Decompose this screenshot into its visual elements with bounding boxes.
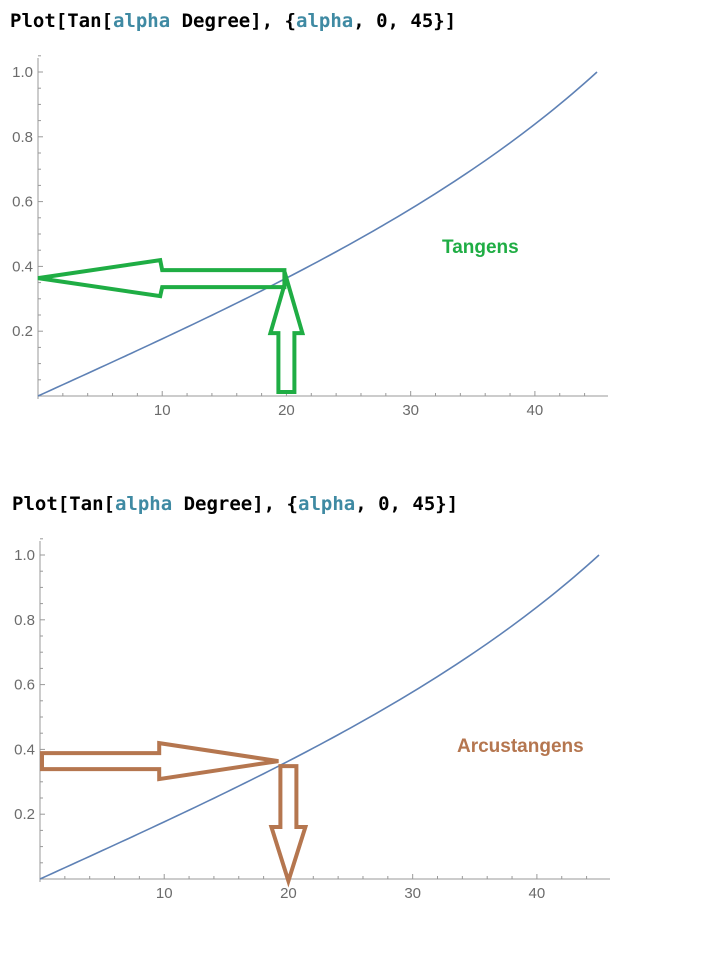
y-tick-label: 1.0 <box>14 547 35 564</box>
x-tick-label: 30 <box>402 402 419 419</box>
x-tick-label: 20 <box>280 885 297 902</box>
code-text: Plot[Tan[ <box>10 10 113 32</box>
series-line <box>37 71 598 397</box>
y-tick-label: 0.6 <box>14 677 35 694</box>
y-tick-label: 0.2 <box>12 323 33 340</box>
y-tick-label: 0.8 <box>14 612 35 629</box>
horizontal-arrow <box>37 257 287 299</box>
series-line <box>39 554 600 880</box>
x-tick-label: 10 <box>156 885 173 902</box>
x-tick-label: 10 <box>154 402 171 419</box>
x-tick-label: 20 <box>278 402 295 419</box>
annotation-label: Tangens <box>442 237 519 258</box>
vertical-arrow <box>267 270 306 394</box>
arcustangens-chart: 10 20 30 40 0.2 0.4 0.6 0.8 1.0 Arcustangens <box>14 538 610 902</box>
y-tick-label: 0.4 <box>14 741 35 758</box>
code-text: , 0, 45}] <box>355 493 459 515</box>
tangens-chart: 10 20 30 40 0.2 0.4 0.6 0.8 1.0 Tangens <box>12 55 608 419</box>
x-tick-label: 30 <box>404 885 421 902</box>
code-variable: alpha <box>296 10 354 32</box>
x-tick-label: 40 <box>529 885 546 902</box>
y-tick-label: 0.6 <box>12 194 33 211</box>
vertical-arrow <box>268 764 309 888</box>
y-tick-label: 0.4 <box>12 258 33 275</box>
code-variable: alpha <box>298 493 356 515</box>
annotation-label: Arcustangens <box>457 736 584 757</box>
code-input-2[interactable]: Plot[Tan[alpha Degree], {alpha, 0, 45}] <box>12 493 458 515</box>
code-text: , 0, 45}] <box>353 10 457 32</box>
code-variable: alpha <box>114 493 173 515</box>
code-input-1[interactable]: Plot[Tan[alpha Degree], {alpha, 0, 45}] <box>10 10 456 32</box>
horizontal-arrow <box>40 740 279 782</box>
code-text: Plot[Tan[ <box>12 493 115 515</box>
code-variable: alpha <box>112 10 171 32</box>
y-tick-label: 0.8 <box>12 129 33 146</box>
y-tick-label: 1.0 <box>12 64 33 81</box>
x-tick-label: 40 <box>527 402 544 419</box>
y-tick-label: 0.2 <box>14 806 35 823</box>
code-text: Degree], { <box>170 10 296 32</box>
code-text: Degree], { <box>172 493 298 515</box>
